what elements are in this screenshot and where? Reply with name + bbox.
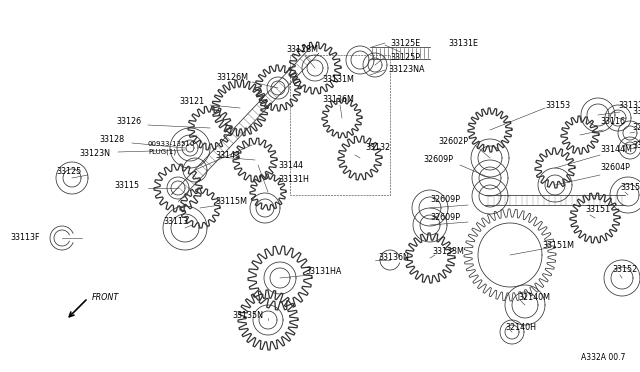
Text: 32140H: 32140H (505, 324, 536, 333)
Text: 33123N: 33123N (79, 148, 110, 157)
Text: 33113F: 33113F (10, 234, 40, 243)
Text: 32701M: 32701M (632, 124, 640, 132)
Text: 33152: 33152 (620, 183, 640, 192)
Text: 33125P: 33125P (390, 52, 420, 61)
Text: 33131H: 33131H (278, 176, 309, 185)
Text: 33121: 33121 (180, 97, 205, 106)
Text: 33131J: 33131J (632, 108, 640, 116)
Text: 33133M: 33133M (432, 247, 464, 257)
Text: 33144: 33144 (278, 160, 303, 170)
Text: 32602P: 32602P (438, 138, 468, 147)
Text: 33152: 33152 (612, 266, 637, 275)
Text: 32609P: 32609P (430, 214, 460, 222)
Text: 33136M: 33136M (322, 96, 354, 105)
Text: 33132: 33132 (365, 144, 390, 153)
Text: 33113: 33113 (163, 218, 188, 227)
Text: 33116: 33116 (600, 118, 625, 126)
Text: 00933-13510
PLUG(1): 00933-13510 PLUG(1) (148, 141, 195, 155)
Text: 33131HB: 33131HB (618, 100, 640, 109)
Text: 33128: 33128 (100, 135, 125, 144)
Text: 33115M: 33115M (215, 198, 247, 206)
Text: 32609P: 32609P (430, 196, 460, 205)
Text: 33151M: 33151M (542, 241, 574, 250)
Text: 33125E: 33125E (390, 38, 420, 48)
Text: FRONT: FRONT (92, 293, 119, 302)
Text: 33151: 33151 (585, 205, 610, 215)
Text: 33128M: 33128M (286, 45, 318, 55)
Text: 33144M: 33144M (600, 145, 632, 154)
Text: 33125: 33125 (57, 167, 82, 176)
Text: 33135N: 33135N (232, 311, 264, 320)
Text: 33143: 33143 (215, 151, 240, 160)
Text: 33131HA: 33131HA (305, 267, 341, 276)
Text: A332A 00.7: A332A 00.7 (580, 353, 625, 362)
Text: 33153: 33153 (545, 100, 570, 109)
Text: 33126M: 33126M (216, 74, 248, 83)
Text: 33136N: 33136N (378, 253, 409, 262)
Text: 33126: 33126 (117, 118, 142, 126)
Text: 33115: 33115 (115, 180, 140, 189)
Text: 33123NA: 33123NA (388, 65, 424, 74)
Text: 33112P: 33112P (632, 141, 640, 150)
Text: 32140M: 32140M (518, 294, 550, 302)
Text: 33131M: 33131M (322, 76, 354, 84)
Text: 32604P: 32604P (600, 164, 630, 173)
Text: 33131E: 33131E (448, 38, 478, 48)
Text: 32609P: 32609P (423, 155, 453, 164)
